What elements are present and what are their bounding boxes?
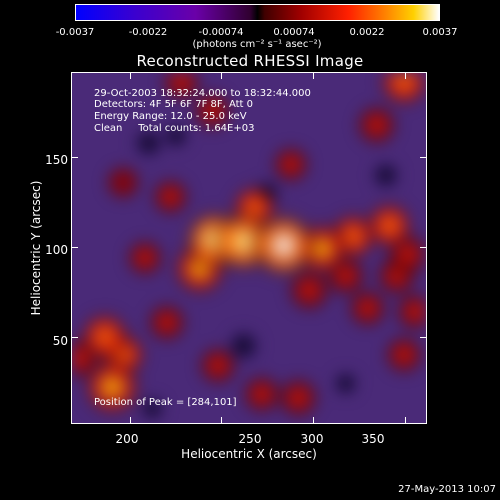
y-axis-label: Heliocentric Y (arcsec) [29,180,43,316]
emission-source [247,209,320,282]
negative-region [160,120,192,152]
x-tick-label: 250 [238,432,262,446]
negative-region [330,368,361,399]
colorbar-tick-label: 0.0037 [422,27,458,38]
y-tick-label: 150 [45,153,68,167]
detectors-text: Detectors: 4F 5F 6F 7F 8F, Att 0 [94,99,254,110]
emission-source [196,343,240,388]
x-tick-label: 200 [115,432,139,446]
y-tick-mark [420,156,427,158]
footer-date: 27-May-2013 10:07 [398,484,496,495]
time-range-text: 29-Oct-2003 18:32:24.000 to 18:32:44.000 [94,88,311,99]
emission-source [103,163,143,202]
y-tick-mark [420,337,427,339]
emission-source [145,300,189,345]
emission-source [382,333,426,377]
colorbar-tick-label: 0.00074 [273,27,315,38]
x-tick-mark [221,417,223,424]
x-tick-label: 350 [361,432,385,446]
colorbar [75,4,440,21]
colorbar-units: (photons cm⁻² s⁻¹ asec⁻²) [192,39,322,50]
emission-source [377,73,426,110]
colorbar-tick-label: -0.0037 [55,27,95,38]
method-text: Clean Total counts: 1.64E+03 [94,123,255,134]
x-tick-mark [129,72,131,79]
peak-position-text: Position of Peak = [284,101] [94,397,237,408]
y-tick-label: 50 [52,334,68,348]
chart-title: Reconstructed RHESSI Image [136,52,364,70]
negative-region [130,125,167,161]
emission-source [346,286,390,330]
heatmap-image [72,73,426,423]
x-tick-label: 300 [300,432,324,446]
x-tick-mark [404,417,406,424]
emission-source [80,355,144,419]
emission-source [150,176,192,218]
negative-region [137,393,168,423]
plot-area [71,72,427,424]
x-tick-mark [129,417,131,424]
y-tick-mark [71,247,78,249]
emission-source [275,375,321,421]
y-tick-label: 100 [45,243,68,257]
emission-source [77,309,132,364]
x-tick-mark [221,72,223,79]
y-tick-mark [420,247,427,249]
y-tick-mark [71,337,78,339]
emission-source [159,73,204,104]
y-tick-mark [71,156,78,158]
x-tick-mark [404,72,406,79]
negative-region [369,158,403,193]
emission-source [354,102,400,148]
emission-source [363,199,416,252]
energy-range-text: Energy Range: 12.0 - 25.0 keV [94,111,247,122]
colorbar-tick-label: -0.0022 [128,27,168,38]
x-tick-mark [313,417,315,424]
emission-source [270,144,312,186]
colorbar-tick-label: 0.0022 [349,27,385,38]
emission-source [393,290,426,334]
x-tick-mark [313,72,315,79]
colorbar-tick-label: -0.00074 [198,27,244,38]
x-axis-label: Heliocentric X (arcsec) [181,447,317,461]
emission-source [190,89,235,133]
emission-source [240,372,284,416]
emission-source [124,237,166,279]
